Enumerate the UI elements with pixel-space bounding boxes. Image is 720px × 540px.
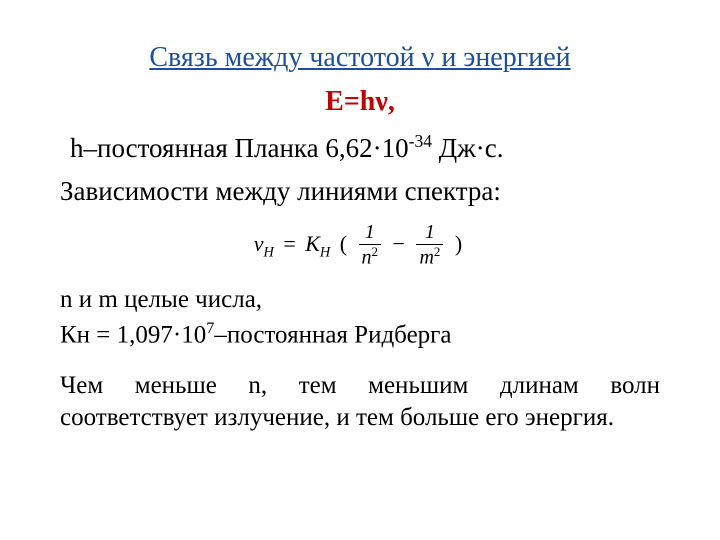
energy-formula: E=hν, [60,86,660,118]
planck-value: 6,62·10 [325,133,408,163]
planck-unit: Дж·с. [432,133,504,163]
planck-exp: -34 [409,131,432,151]
frac1-num: 1 [359,221,382,245]
frac-2: 1 m2 [416,221,443,270]
rydberg-constant-line: Кн = 1,097·107–постоянная Ридберга [60,318,660,352]
energy-formula-text: E=hν, [325,86,395,117]
frac2-den-exp: 2 [434,244,441,259]
rparen: ) [451,231,466,256]
title-nu: ν [422,42,435,73]
closing-paragraph: Чем меньше n, тем меньшим длинам волн со… [60,370,660,433]
rydberg-formula: νН = КН ( 1 n2 − 1 m2 ) [60,221,660,270]
frac-1: 1 n2 [359,221,382,270]
spectrum-intro: Зависимости между линиями спектра: [60,173,660,209]
nu: ν [254,231,264,256]
frac1-den: n2 [359,245,382,270]
K-sub: Н [320,244,330,260]
title-pre: Связь между частотой [149,42,421,73]
frac1-den-base: n [362,247,372,269]
K: К [305,231,320,256]
frac2-num: 1 [416,221,443,245]
planck-label: постоянная Планка [97,133,325,163]
title-post: и энергией [434,42,570,73]
nm-line: n и m целые числа, [60,284,660,317]
rydberg-post: –постоянная Ридберга [214,322,451,349]
planck-line: h–постоянная Планка 6,62·10-34 Дж·с. [70,130,660,166]
nu-sub: Н [264,244,274,260]
rydberg-pre: Кн = 1,097·10 [60,322,206,349]
slide: Связь между частотой ν и энергией E=hν, … [0,0,720,540]
planck-h: h– [70,133,97,163]
frac2-den: m2 [416,245,443,270]
frac1-den-exp: 2 [372,244,379,259]
minus: − [389,231,409,256]
frac2-den-base: m [419,247,433,269]
rydberg-math: νН = КН ( 1 n2 − 1 m2 ) [254,231,466,256]
equals: = [279,231,305,256]
lparen: ( [336,231,351,256]
slide-title: Связь между частотой ν и энергией [60,40,660,76]
